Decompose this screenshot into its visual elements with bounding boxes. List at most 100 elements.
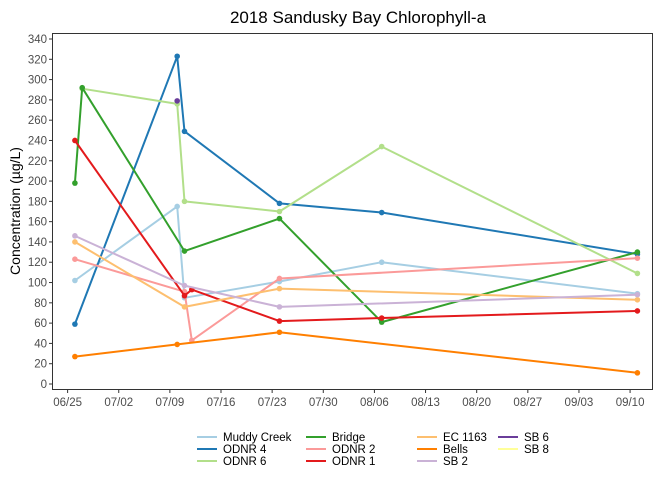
- y-tick-label: 20: [34, 359, 47, 371]
- data-point: [634, 370, 641, 376]
- y-tick-label: 320: [28, 54, 47, 66]
- y-axis-title: Concentration (µg/L): [7, 147, 23, 275]
- x-tick-label: 08/27: [513, 397, 542, 409]
- legend-item: ODNR 2: [306, 444, 375, 456]
- data-point: [634, 296, 641, 303]
- series-odnr-6: [79, 85, 641, 277]
- legend-label: SB 6: [524, 432, 549, 444]
- data-point: [378, 143, 385, 150]
- legend-label: ODNR 4: [223, 444, 267, 456]
- x-tick-label: 07/30: [309, 397, 338, 409]
- series-line: [74, 139, 638, 323]
- y-tick-label: 240: [28, 135, 47, 147]
- y-tick-label: 300: [28, 75, 47, 87]
- y-tick-label: 160: [28, 217, 47, 229]
- x-tick-label: 08/13: [411, 397, 440, 409]
- x-tick-label: 06/25: [53, 397, 82, 409]
- legend-item: SB 2: [417, 456, 468, 468]
- data-point: [72, 233, 78, 239]
- y-tick-label: 260: [28, 115, 47, 127]
- y-tick-label: 340: [28, 34, 47, 46]
- series-line: [73, 86, 638, 324]
- legend-label: ODNR 1: [332, 456, 375, 468]
- series-sb-6: [174, 98, 180, 104]
- series-line: [74, 257, 638, 342]
- x-tick-label: 09/10: [616, 397, 645, 409]
- chart-title: 2018 Sandusky Bay Chlorophyll-a: [230, 8, 487, 27]
- series-line: [82, 87, 638, 275]
- series-ec-1163: [72, 239, 641, 310]
- y-tick-label: 40: [34, 338, 47, 350]
- legend-item: EC 1163: [417, 432, 487, 444]
- y-tick-label: 100: [28, 278, 47, 290]
- data-point: [276, 215, 283, 222]
- legend-item: ODNR 1: [306, 456, 375, 468]
- data-point: [634, 308, 641, 314]
- data-point: [72, 180, 78, 186]
- data-point: [181, 282, 188, 289]
- data-point: [181, 304, 188, 310]
- legend-item: Bells: [417, 444, 468, 456]
- series-line: [74, 205, 638, 299]
- data-point: [72, 321, 78, 327]
- data-point: [634, 249, 641, 255]
- series-odnr-4: [72, 53, 641, 327]
- legend-label: SB 8: [524, 444, 549, 456]
- x-tick-label: 08/06: [360, 397, 389, 409]
- x-tick-label: 07/23: [258, 397, 287, 409]
- data-point: [276, 275, 283, 282]
- legend-label: Bells: [443, 444, 468, 456]
- y-tick-label: 60: [34, 318, 47, 330]
- legend-item: Muddy Creek: [197, 432, 292, 444]
- x-axis: 06/25 07/02 07/09 07/16 07/23 07/30 08/06 08/13…: [53, 389, 644, 409]
- legend-label: Bridge: [332, 432, 365, 444]
- data-point: [181, 198, 188, 205]
- y-tick-label: 80: [34, 298, 47, 310]
- y-tick-label: 0: [41, 379, 47, 391]
- legend-item: Bridge: [306, 432, 365, 444]
- data-point: [79, 84, 86, 91]
- plot-border: [52, 33, 653, 390]
- y-tick-label: 180: [28, 196, 47, 208]
- data-point: [378, 259, 385, 266]
- legend-item: SB 6: [498, 432, 549, 444]
- plot-area: [72, 53, 641, 376]
- data-point: [174, 53, 180, 60]
- x-tick-label: 08/20: [462, 397, 491, 409]
- y-tick-label: 280: [28, 95, 47, 107]
- series-bridge: [72, 84, 641, 325]
- data-point: [72, 277, 78, 284]
- legend-label: Muddy Creek: [223, 432, 292, 444]
- data-point: [634, 255, 641, 261]
- y-tick-label: 200: [28, 176, 47, 188]
- data-point: [72, 353, 78, 360]
- data-point: [181, 128, 188, 135]
- y-tick-label: 120: [28, 257, 47, 269]
- data-point: [72, 239, 78, 245]
- series-line: [74, 331, 638, 374]
- x-tick-label: 09/03: [565, 397, 594, 409]
- legend-label: ODNR 2: [332, 444, 375, 456]
- legend-item: SB 8: [498, 444, 549, 456]
- data-point: [174, 98, 180, 104]
- data-point: [174, 203, 180, 210]
- x-tick-label: 07/02: [104, 397, 133, 409]
- legend-label: EC 1163: [443, 432, 487, 444]
- data-point: [276, 208, 283, 215]
- legend-label: ODNR 6: [223, 456, 266, 468]
- y-tick-label: 220: [28, 156, 47, 168]
- data-point: [276, 329, 283, 336]
- data-point: [276, 318, 283, 324]
- data-point: [174, 341, 180, 348]
- data-point: [276, 285, 283, 292]
- legend-label: SB 2: [443, 456, 468, 468]
- x-tick-label: 07/09: [155, 397, 184, 409]
- series-line: [74, 234, 638, 308]
- data-point: [378, 315, 385, 321]
- x-tick-label: 07/16: [207, 397, 236, 409]
- legend-item: ODNR 6: [197, 456, 266, 468]
- data-point: [276, 200, 283, 207]
- data-point: [378, 209, 385, 216]
- series-sb-2: [72, 233, 641, 310]
